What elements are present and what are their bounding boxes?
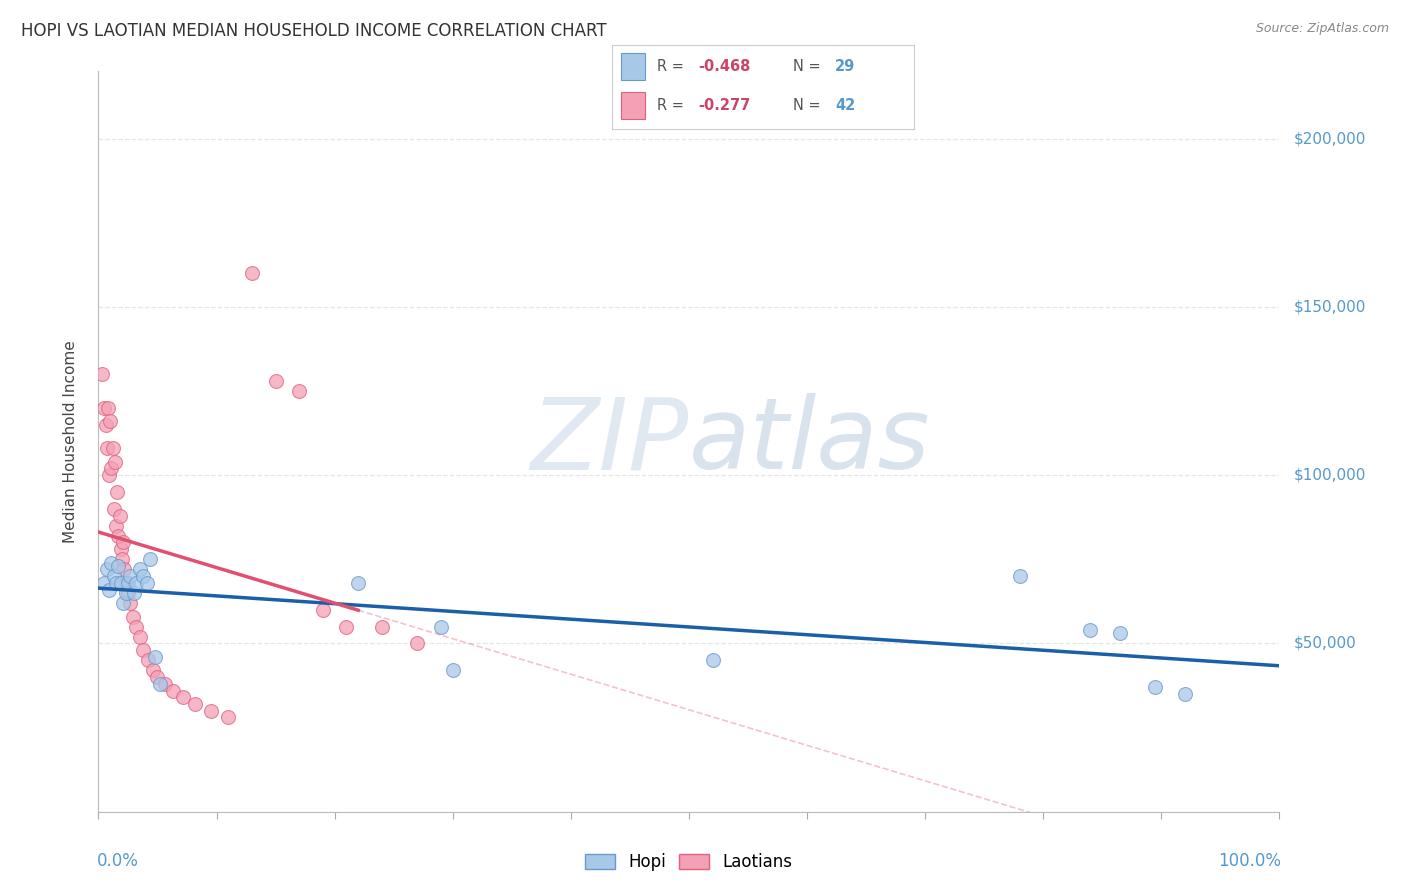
Text: Source: ZipAtlas.com: Source: ZipAtlas.com <box>1256 22 1389 36</box>
Point <box>120 569 142 583</box>
Point <box>120 596 142 610</box>
Point <box>114 575 136 590</box>
Point <box>121 609 143 624</box>
FancyBboxPatch shape <box>620 92 645 120</box>
Text: -0.277: -0.277 <box>697 98 749 113</box>
Point <box>105 485 128 500</box>
Text: ZIP: ZIP <box>530 393 689 490</box>
Point <box>153 677 176 691</box>
Point <box>105 518 128 533</box>
Text: 29: 29 <box>835 59 856 74</box>
Text: 42: 42 <box>835 98 856 113</box>
Point <box>97 401 120 415</box>
Point <box>107 559 129 574</box>
Point <box>105 575 128 590</box>
Text: 0.0%: 0.0% <box>97 853 139 871</box>
Point <box>146 670 169 684</box>
Text: HOPI VS LAOTIAN MEDIAN HOUSEHOLD INCOME CORRELATION CHART: HOPI VS LAOTIAN MEDIAN HOUSEHOLD INCOME … <box>21 22 607 40</box>
Point <box>264 374 287 388</box>
Point <box>128 562 150 576</box>
Point <box>1008 569 1031 583</box>
Point <box>406 636 429 650</box>
Text: $50,000: $50,000 <box>1294 636 1357 651</box>
Point <box>441 664 464 678</box>
Point <box>312 603 335 617</box>
Point <box>125 619 148 633</box>
Point <box>100 556 122 570</box>
Text: $100,000: $100,000 <box>1294 467 1365 483</box>
FancyBboxPatch shape <box>620 54 645 80</box>
Point <box>117 575 139 590</box>
Point <box>149 677 172 691</box>
Point <box>128 630 150 644</box>
Point <box>93 401 115 415</box>
Text: atlas: atlas <box>689 393 931 490</box>
Point <box>240 266 263 280</box>
Point <box>114 586 136 600</box>
Point <box>143 649 166 664</box>
Point <box>103 569 125 583</box>
Point <box>125 575 148 590</box>
Point <box>117 586 139 600</box>
Legend: Hopi, Laotians: Hopi, Laotians <box>578 847 800 878</box>
Point <box>110 575 132 590</box>
Point <box>98 582 121 597</box>
Point <box>112 535 135 549</box>
Point <box>162 683 184 698</box>
Point <box>96 562 118 576</box>
Text: $150,000: $150,000 <box>1294 300 1365 314</box>
Point <box>112 562 135 576</box>
Text: -0.468: -0.468 <box>697 59 751 74</box>
Point <box>335 619 357 633</box>
Point <box>184 697 207 711</box>
Point <box>132 569 155 583</box>
Point <box>112 596 135 610</box>
Point <box>142 664 165 678</box>
Point <box>94 417 117 432</box>
Point <box>100 461 122 475</box>
Point <box>1080 623 1102 637</box>
Point <box>101 442 124 456</box>
Text: N =: N = <box>793 98 825 113</box>
Point <box>104 455 127 469</box>
Point <box>702 653 724 667</box>
Point <box>217 710 239 724</box>
Point <box>136 653 159 667</box>
Point <box>1109 626 1132 640</box>
Point <box>1144 680 1167 694</box>
Point <box>430 619 453 633</box>
Point <box>98 468 121 483</box>
Point <box>1174 687 1197 701</box>
Point <box>111 552 134 566</box>
Point <box>288 384 311 398</box>
Point <box>347 575 370 590</box>
Point <box>132 643 155 657</box>
Text: R =: R = <box>657 98 689 113</box>
Y-axis label: Median Household Income: Median Household Income <box>63 340 77 543</box>
Point <box>200 704 222 718</box>
Point <box>371 619 394 633</box>
Point <box>96 442 118 456</box>
Text: $200,000: $200,000 <box>1294 131 1365 146</box>
Point <box>172 690 194 705</box>
Point <box>91 368 114 382</box>
Point <box>108 508 131 523</box>
Point <box>122 586 145 600</box>
Point <box>110 542 132 557</box>
Point <box>107 529 129 543</box>
Point <box>103 501 125 516</box>
Point <box>93 575 115 590</box>
Point <box>139 552 162 566</box>
Text: 100.0%: 100.0% <box>1218 853 1281 871</box>
Text: R =: R = <box>657 59 689 74</box>
Point <box>135 575 157 590</box>
Point <box>98 414 121 428</box>
Text: N =: N = <box>793 59 825 74</box>
